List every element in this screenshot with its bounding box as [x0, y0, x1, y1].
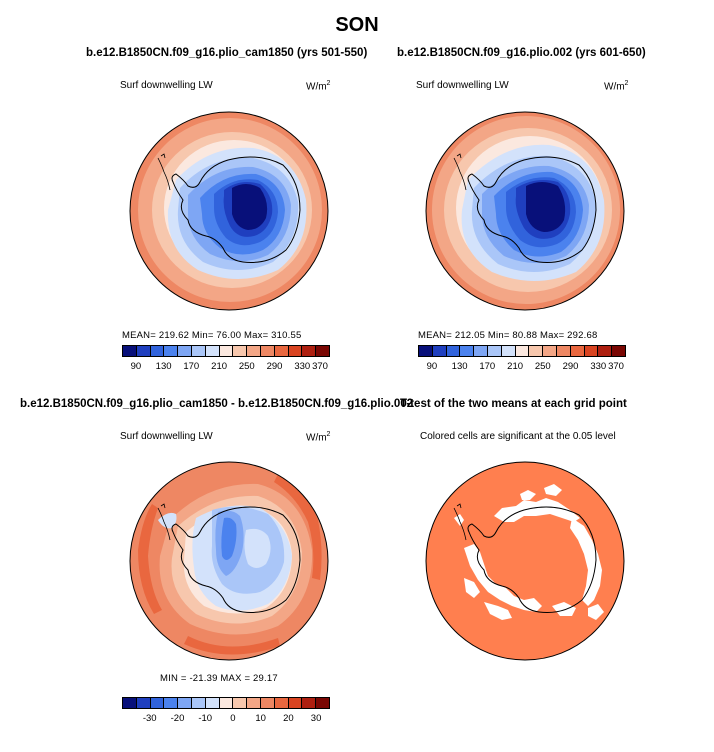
colorbar-swatch [191, 698, 206, 708]
panel3-colorbar-ticks: -30 -20 -10 0 10 20 30 [122, 713, 330, 725]
colorbar-swatch [288, 346, 303, 356]
colorbar-swatch [316, 698, 329, 708]
figure-title: SON [335, 14, 379, 36]
colorbar-swatch [150, 698, 165, 708]
colorbar-swatch [274, 698, 289, 708]
colorbar-swatch [150, 346, 165, 356]
colorbar-swatch [247, 346, 261, 356]
colorbar-swatch [419, 346, 433, 356]
panel4-title: T-test of the two means at each grid poi… [400, 398, 627, 410]
colorbar-swatch [584, 346, 599, 356]
panel1-units: W/m2 [306, 80, 331, 93]
panel3-colorbar [122, 697, 330, 709]
panel2-variable-label: Surf downwelling LW [416, 80, 509, 91]
panel2-stats: MEAN= 212.05 Min= 80.88 Max= 292.68 [418, 330, 598, 341]
panel3-title: b.e12.B1850CN.f09_g16.plio_cam1850 - b.e… [20, 398, 414, 410]
colorbar-swatch [515, 346, 530, 356]
panel3-tick: 30 [310, 713, 322, 724]
colorbar-swatch [460, 346, 475, 356]
panel1-tick: 130 [155, 361, 172, 372]
colorbar-swatch [302, 346, 317, 356]
colorbar-swatch [164, 698, 179, 708]
panel1-colorbar-ticks: 90 130 170 210 250 290 330 370 [122, 361, 330, 373]
colorbar-swatch [302, 698, 317, 708]
panel1-tick: 170 [183, 361, 200, 372]
panel1-tick: 90 [130, 361, 142, 372]
colorbar-swatch [474, 346, 488, 356]
panel2-title: b.e12.B1850CN.f09_g16.plio.002 (yrs 601-… [397, 47, 646, 59]
panel2-colorbar-ticks: 90 130 170 210 250 290 330 370 [418, 361, 626, 373]
panel2-tick: 210 [507, 361, 524, 372]
panel4-map [425, 461, 625, 661]
colorbar-swatch [529, 346, 544, 356]
panel3-tick: -10 [198, 713, 213, 724]
colorbar-swatch [274, 346, 289, 356]
panel2-units: W/m2 [604, 80, 629, 93]
colorbar-swatch [260, 698, 275, 708]
panel4-note: Colored cells are significant at the 0.0… [420, 431, 616, 442]
colorbar-swatch [178, 346, 192, 356]
colorbar-swatch [123, 346, 137, 356]
colorbar-swatch [136, 698, 151, 708]
colorbar-swatch [432, 346, 447, 356]
panel1-tick: 290 [266, 361, 283, 372]
colorbar-swatch [178, 698, 192, 708]
colorbar-swatch [247, 698, 261, 708]
colorbar-swatch [487, 346, 502, 356]
panel3-variable-label: Surf downwelling LW [120, 431, 213, 442]
colorbar-swatch [446, 346, 461, 356]
panel1-title: b.e12.B1850CN.f09_g16.plio_cam1850 (yrs … [86, 47, 368, 59]
panel1-variable-label: Surf downwelling LW [120, 80, 213, 91]
panel3-tick: -20 [170, 713, 185, 724]
panel2-tick: 370 [608, 361, 624, 372]
colorbar-swatch [205, 346, 220, 356]
colorbar-swatch [219, 698, 234, 708]
panel3-stats: MIN = -21.39 MAX = 29.17 [160, 673, 278, 684]
colorbar-swatch [191, 346, 206, 356]
colorbar-swatch [501, 346, 516, 356]
colorbar-swatch [612, 346, 625, 356]
panel2-tick: 90 [426, 361, 438, 372]
colorbar-swatch [136, 346, 151, 356]
panel2-tick: 170 [479, 361, 496, 372]
colorbar-swatch [233, 698, 248, 708]
colorbar-swatch [543, 346, 557, 356]
panel2-colorbar [418, 345, 626, 357]
panel1-map [129, 111, 329, 311]
colorbar-swatch [260, 346, 275, 356]
panel3-tick: 10 [255, 713, 266, 724]
panel3-tick: 20 [283, 713, 294, 724]
panel2-tick: 130 [451, 361, 468, 372]
colorbar-swatch [233, 346, 248, 356]
panel3-tick: -30 [142, 713, 157, 724]
colorbar-swatch [570, 346, 585, 356]
panel3-tick: 0 [230, 713, 236, 724]
panel2-tick: 330 [590, 361, 607, 372]
panel1-colorbar [122, 345, 330, 357]
panel1-tick: 210 [211, 361, 228, 372]
colorbar-swatch [288, 698, 303, 708]
panel3-map [129, 461, 329, 661]
colorbar-swatch [205, 698, 220, 708]
panel1-tick: 370 [312, 361, 328, 372]
panel2-tick: 250 [534, 361, 551, 372]
colorbar-swatch [164, 346, 179, 356]
colorbar-swatch [598, 346, 613, 356]
panel2-tick: 290 [562, 361, 579, 372]
panel1-tick: 250 [238, 361, 255, 372]
panel2-map [425, 111, 625, 311]
colorbar-swatch [219, 346, 234, 356]
panel3-units: W/m2 [306, 431, 331, 444]
colorbar-swatch [123, 698, 137, 708]
colorbar-swatch [556, 346, 571, 356]
panel1-tick: 330 [294, 361, 311, 372]
panel1-stats: MEAN= 219.62 Min= 76.00 Max= 310.55 [122, 330, 302, 341]
colorbar-swatch [316, 346, 329, 356]
